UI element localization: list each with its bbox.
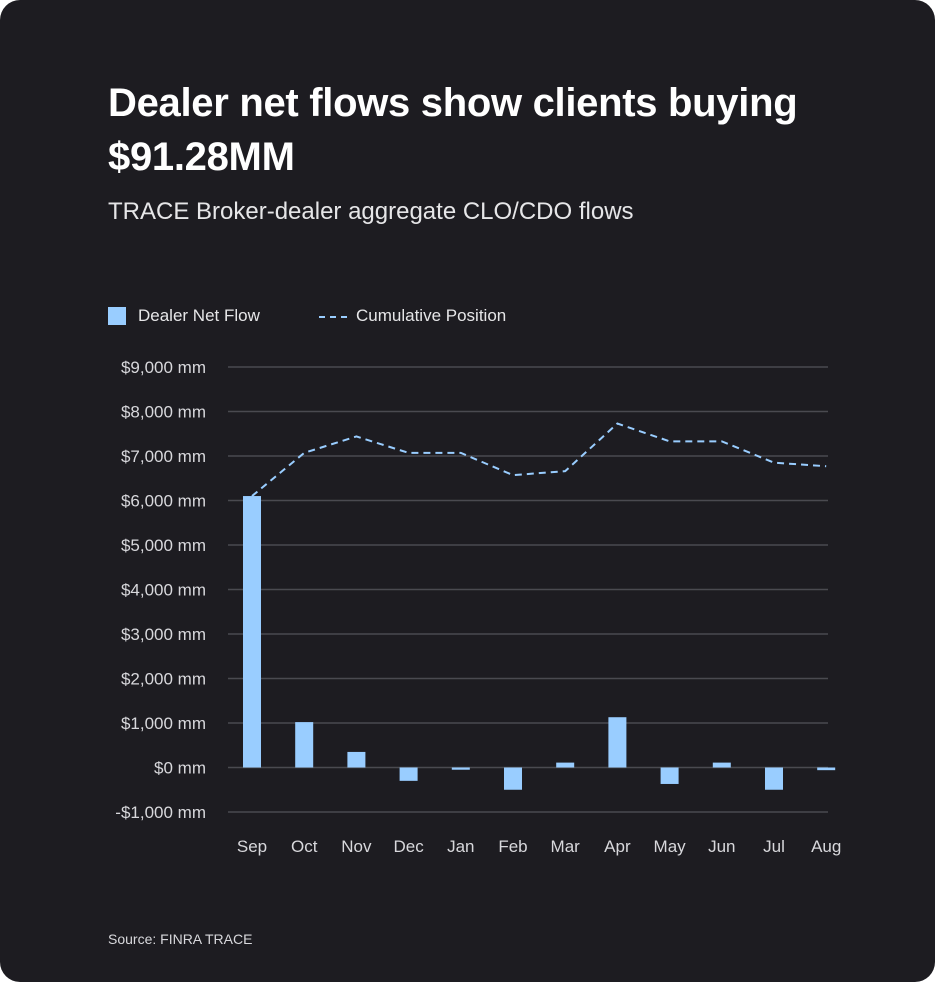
bar [712, 762, 731, 768]
bar [399, 767, 418, 781]
bar [765, 767, 783, 790]
bar [243, 496, 261, 768]
y-tick-label: $4,000 mm [121, 581, 206, 600]
bar [817, 767, 836, 771]
x-tick-label: May [654, 837, 687, 856]
x-tick-label: Feb [498, 837, 527, 856]
x-tick-label: Oct [291, 837, 318, 856]
y-tick-label: $2,000 mm [121, 670, 206, 689]
bar [451, 767, 470, 770]
x-tick-label: Aug [811, 837, 841, 856]
y-tick-label: $7,000 mm [121, 447, 206, 466]
y-tick-label: $8,000 mm [121, 403, 206, 422]
x-tick-label: Nov [341, 837, 372, 856]
legend-label-dealer-net-flow: Dealer Net Flow [138, 306, 260, 325]
bar [608, 717, 627, 768]
y-tick-label: $0 mm [154, 759, 206, 778]
bar [504, 767, 522, 790]
x-tick-label: Dec [393, 837, 424, 856]
bar [660, 767, 679, 784]
y-tick-label: $5,000 mm [121, 536, 206, 555]
bar [295, 722, 314, 768]
chart-title: Dealer net flows show clients buying $91… [108, 81, 798, 179]
bar [556, 762, 575, 768]
x-tick-label: Jan [447, 837, 474, 856]
combo-chart: $9,000 mm $8,000 mm $7,000 mm $6,000 mm $5,0… [115, 358, 841, 856]
y-tick-label: $3,000 mm [121, 625, 206, 644]
y-tick-label: -$1,000 mm [115, 803, 206, 822]
y-tick-label: $6,000 mm [121, 492, 206, 511]
bar [347, 751, 366, 768]
legend-label-cumulative-position: Cumulative Position [356, 306, 507, 325]
x-tick-label: Mar [551, 837, 581, 856]
y-tick-label: $9,000 mm [121, 358, 206, 377]
x-tick-label: Apr [604, 837, 631, 856]
cumulative-line [251, 422, 827, 497]
y-tick-label: $1,000 mm [121, 714, 206, 733]
x-tick-label: Sep [237, 837, 267, 856]
legend-bar-swatch [108, 307, 126, 325]
x-tick-label: Jun [708, 837, 735, 856]
chart-subtitle: TRACE Broker-dealer aggregate CLO/CDO fl… [108, 198, 634, 225]
x-tick-label: Jul [763, 837, 785, 856]
legend-line-swatch [319, 316, 347, 318]
source-note: Source: FINRA TRACE [108, 931, 253, 947]
